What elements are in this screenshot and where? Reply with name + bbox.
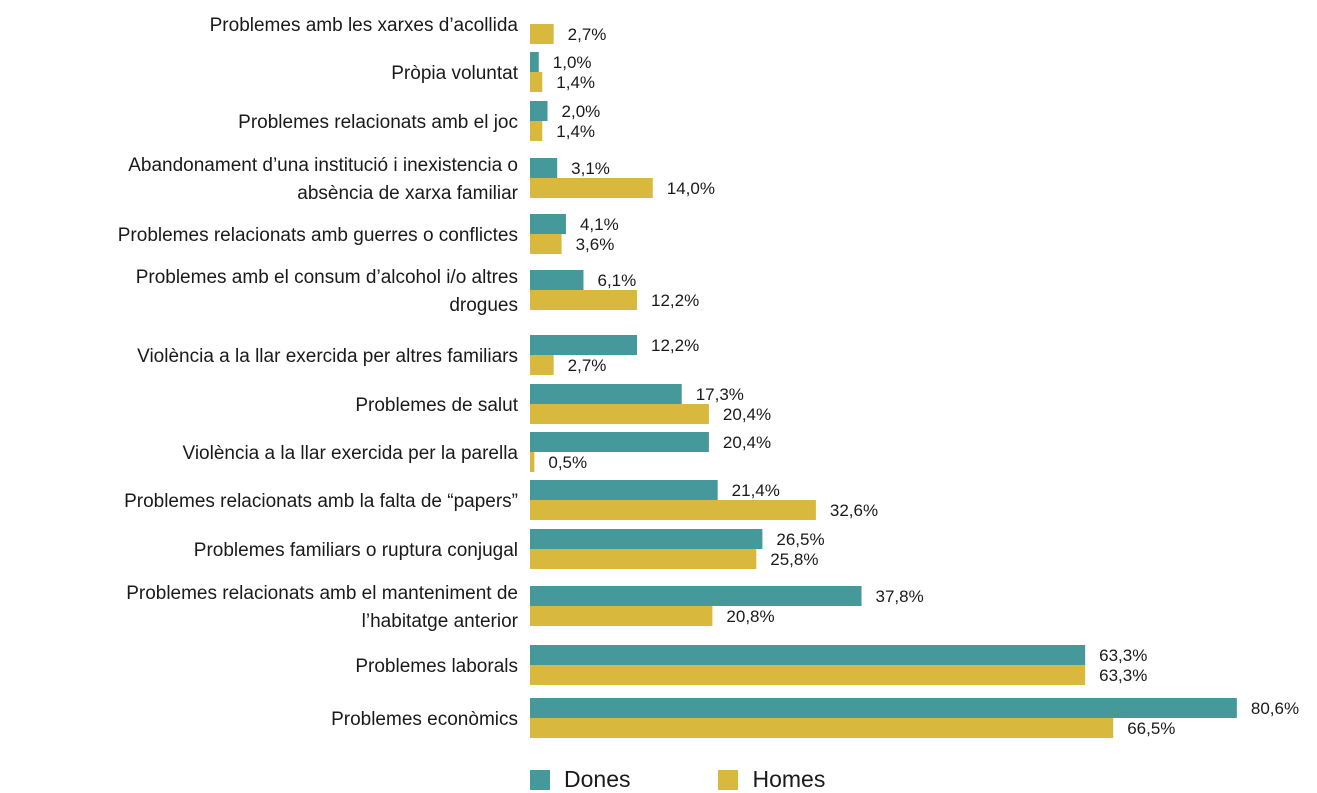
bar-dones [530,698,1237,718]
bar-dones [530,101,548,121]
category-label: Problemes familiars o ruptura conjugal [194,540,518,561]
bar-homes [530,24,554,44]
category-label: Abandonament d’una institució i inexiste… [128,155,518,176]
legend-label-dones: Dones [564,766,631,792]
legend: Dones Homes [530,766,825,793]
data-label-homes: 0,5% [548,453,587,472]
bar-homes [530,290,637,310]
value-labels: 2,7%1,0%1,4%2,0%1,4%3,1%14,0%4,1%3,6%6,1… [548,25,1299,738]
category-labels: Problemes amb les xarxes d’acollida Pròpi… [118,15,519,730]
bar-dones [530,52,539,72]
data-label-homes: 3,6% [576,235,615,254]
category-label: Problemes amb el consum d’alcohol i/o al… [136,267,518,288]
category-label: Violència a la llar exercida per la pare… [182,443,518,464]
data-label-homes: 12,2% [651,291,699,310]
category-label: Problemes econòmics [331,709,518,730]
category-label: Problemes relacionats amb el manteniment… [126,583,518,604]
bar-dones [530,480,718,500]
legend-item-dones: Dones [530,766,630,793]
data-label-dones: 4,1% [580,215,619,234]
bar-dones [530,529,763,549]
data-label-dones: 6,1% [597,271,636,290]
data-label-homes: 25,8% [770,550,818,569]
bar-homes [530,606,713,626]
legend-label-homes: Homes [752,766,826,792]
bars [530,24,1237,738]
bar-dones [530,270,584,290]
bar-dones [530,384,682,404]
data-label-dones: 17,3% [696,385,744,404]
bar-homes [530,452,535,472]
bar-homes [530,234,562,254]
data-label-homes: 20,4% [723,405,771,424]
data-label-homes: 1,4% [556,73,595,92]
bar-homes [530,404,709,424]
category-label: Problemes amb les xarxes d’acollida [210,15,519,36]
category-label: Violència a la llar exercida per altres … [137,346,518,367]
data-label-dones: 63,3% [1099,646,1147,665]
bar-homes [530,549,757,569]
data-label-dones: 37,8% [876,587,924,606]
bar-dones [530,158,558,178]
bar-homes [530,718,1114,738]
category-label: Pròpia voluntat [391,63,518,84]
bar-homes [530,72,543,92]
bar-homes [530,500,816,520]
data-label-dones: 21,4% [732,481,780,500]
legend-swatch-dones [530,769,550,790]
category-label: drogues [449,295,518,316]
data-label-homes: 2,7% [568,25,607,44]
bar-homes [530,665,1086,685]
bar-dones [530,214,566,234]
data-label-homes: 63,3% [1099,666,1147,685]
data-label-dones: 26,5% [776,530,824,549]
data-label-dones: 2,0% [562,102,601,121]
data-label-homes: 1,4% [556,122,595,141]
bar-homes [530,178,653,198]
data-label-dones: 3,1% [571,159,610,178]
data-label-homes: 2,7% [568,356,607,375]
bar-dones [530,335,637,355]
data-label-dones: 12,2% [651,336,699,355]
bar-dones [530,586,862,606]
category-label: Problemes relacionats amb el joc [238,112,518,133]
bar-dones [530,432,709,452]
category-label: Problemes relacionats amb la falta de “p… [124,491,518,512]
data-label-homes: 14,0% [667,179,715,198]
bar-homes [530,121,543,141]
data-label-homes: 66,5% [1127,719,1175,738]
data-label-dones: 20,4% [723,433,771,452]
legend-swatch-homes [718,769,739,790]
data-label-dones: 1,0% [553,53,592,72]
category-label: l’habitatge anterior [362,611,519,632]
data-label-homes: 32,6% [830,501,878,520]
category-label: Problemes laborals [355,656,518,677]
data-label-dones: 80,6% [1251,699,1299,718]
bar-dones [530,645,1086,665]
data-label-homes: 20,8% [726,607,774,626]
category-label: Problemes relacionats amb guerres o conf… [118,225,518,246]
category-label: Problemes de salut [355,395,518,416]
category-label: absència de xarxa familiar [297,183,518,204]
bar-homes [530,355,554,375]
legend-item-homes: Homes [718,766,825,793]
